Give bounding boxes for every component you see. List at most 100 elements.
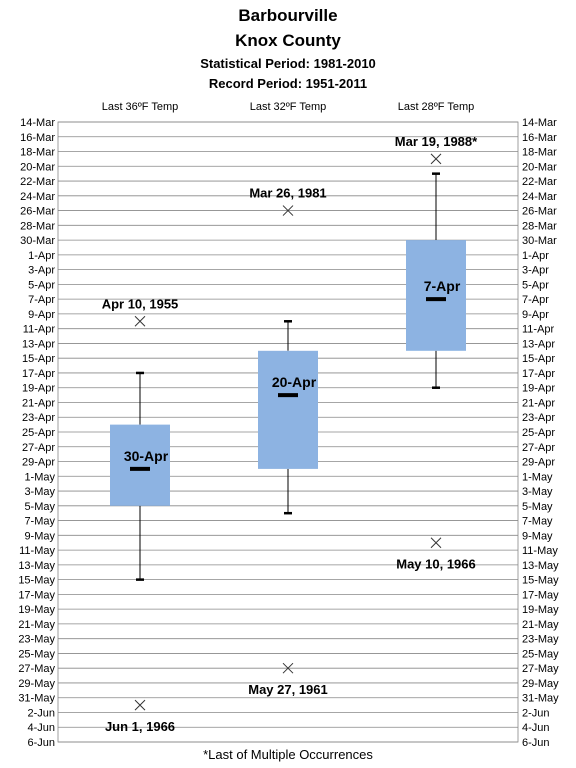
y-tick-label-left: 25-Apr (22, 427, 55, 439)
y-tick-label-right: 13-Apr (522, 338, 555, 350)
y-tick-label-left: 18-Mar (20, 147, 55, 159)
y-tick-label-right: 29-May (522, 678, 559, 690)
y-tick-label-left: 15-May (18, 575, 55, 587)
box (110, 424, 170, 506)
y-tick-label-right: 18-Mar (522, 147, 557, 159)
y-tick-label-left: 31-May (18, 693, 55, 705)
y-tick-label-right: 23-Apr (522, 412, 555, 424)
y-tick-label-right: 22-Mar (522, 176, 557, 188)
y-tick-label-right: 21-May (522, 619, 559, 631)
y-tick-label-left: 11-May (19, 545, 55, 557)
y-tick-label-left: 11-Apr (23, 324, 56, 336)
y-tick-label-right: 7-Apr (522, 294, 549, 306)
y-tick-label-left: 9-May (24, 530, 55, 542)
y-tick-label-left: 14-Mar (20, 117, 55, 129)
y-tick-label-left: 19-May (18, 604, 55, 616)
record-late-marker (134, 699, 146, 711)
record-late-marker (282, 662, 294, 674)
y-tick-label-left: 16-Mar (20, 132, 55, 144)
median-label: 20-Apr (272, 374, 317, 390)
y-tick-label-right: 17-May (522, 589, 559, 601)
y-tick-label-right: 25-May (522, 648, 559, 660)
y-tick-label-right: 5-Apr (522, 279, 549, 291)
y-tick-label-left: 4-Jun (27, 722, 55, 734)
y-tick-label-right: 15-May (522, 575, 559, 587)
y-tick-label-right: 14-Mar (522, 117, 557, 129)
y-tick-label-left: 17-Apr (22, 368, 55, 380)
y-tick-label-right: 15-Apr (522, 353, 555, 365)
y-tick-label-left: 5-May (24, 501, 55, 513)
y-tick-label-left: 17-May (18, 589, 55, 601)
y-tick-label-left: 19-Apr (22, 383, 55, 395)
y-tick-label-right: 30-Mar (522, 235, 557, 247)
y-tick-label-left: 28-Mar (20, 220, 55, 232)
y-tick-label-left: 23-May (18, 634, 55, 646)
y-tick-label-left: 23-Apr (22, 412, 55, 424)
y-tick-label-right: 17-Apr (522, 368, 555, 380)
y-tick-label-left: 13-Apr (22, 338, 55, 350)
y-tick-label-right: 4-Jun (522, 722, 550, 734)
y-tick-label-left: 29-Apr (22, 457, 55, 469)
record-late-marker (430, 537, 442, 549)
y-tick-label-right: 9-May (522, 530, 553, 542)
record-late-label: Jun 1, 1966 (105, 719, 175, 734)
y-tick-label-right: 26-Mar (522, 206, 557, 218)
y-tick-label-right: 27-May (522, 663, 559, 675)
box (258, 350, 318, 469)
y-tick-label-left: 30-Mar (20, 235, 55, 247)
y-tick-label-left: 9-Apr (28, 309, 55, 321)
series-header: Last 28ºF Temp (398, 101, 475, 113)
y-tick-label-right: 5-May (522, 501, 553, 513)
y-tick-label-right: 31-May (522, 693, 559, 705)
y-tick-label-right: 19-May (522, 604, 559, 616)
y-tick-label-right: 24-Mar (522, 191, 557, 203)
chart-subtitle: Knox County (235, 31, 341, 50)
y-tick-label-left: 7-Apr (28, 294, 55, 306)
y-tick-label-left: 7-May (24, 516, 55, 528)
y-tick-label-right: 27-Apr (522, 442, 555, 454)
y-tick-label-left: 15-Apr (22, 353, 55, 365)
series-header: Last 36ºF Temp (102, 101, 179, 113)
y-tick-label-right: 7-May (522, 516, 553, 528)
y-tick-label-right: 16-Mar (522, 132, 557, 144)
y-tick-label-left: 26-Mar (20, 206, 55, 218)
y-tick-label-left: 3-Apr (28, 265, 55, 277)
y-tick-label-right: 29-Apr (522, 457, 555, 469)
y-tick-label-left: 21-May (18, 619, 55, 631)
y-tick-label-left: 6-Jun (27, 737, 55, 749)
series-header: Last 32ºF Temp (250, 101, 327, 113)
record-period: Record Period: 1951-2011 (208, 76, 368, 91)
plot-area-border (57, 121, 519, 743)
y-tick-label-right: 28-Mar (522, 220, 557, 232)
y-tick-label-right: 2-Jun (522, 707, 550, 719)
y-tick-label-left: 25-May (18, 648, 55, 660)
y-tick-label-left: 2-Jun (27, 707, 55, 719)
y-tick-label-right: 1-Apr (522, 250, 549, 262)
y-tick-label-right: 1-May (522, 471, 553, 483)
y-tick-label-right: 21-Apr (522, 397, 555, 409)
y-tick-label-left: 24-Mar (20, 191, 55, 203)
y-tick-label-right: 11-May (522, 545, 558, 557)
y-tick-label-left: 1-Apr (28, 250, 55, 262)
record-early-label: Mar 19, 1988* (395, 134, 478, 149)
box (406, 240, 466, 351)
y-tick-label-right: 6-Jun (522, 737, 550, 749)
chart-title: Barbourville (238, 6, 338, 25)
y-tick-label-left: 1-May (24, 471, 55, 483)
y-tick-label-right: 3-May (522, 486, 553, 498)
record-late-label: May 27, 1961 (248, 682, 328, 697)
record-early-marker (430, 153, 442, 165)
y-tick-label-left: 22-Mar (20, 176, 55, 188)
record-late-label: May 10, 1966 (396, 557, 476, 572)
y-tick-label-right: 20-Mar (522, 161, 557, 173)
median-label: 30-Apr (124, 448, 169, 464)
median-label: 7-Apr (424, 278, 461, 294)
y-tick-label-right: 25-Apr (522, 427, 555, 439)
y-tick-label-left: 20-Mar (20, 161, 55, 173)
y-tick-label-right: 23-May (522, 634, 559, 646)
y-tick-label-right: 3-Apr (522, 265, 549, 277)
y-tick-label-left: 21-Apr (22, 397, 55, 409)
y-tick-label-right: 19-Apr (522, 383, 555, 395)
y-tick-label-left: 27-May (18, 663, 55, 675)
